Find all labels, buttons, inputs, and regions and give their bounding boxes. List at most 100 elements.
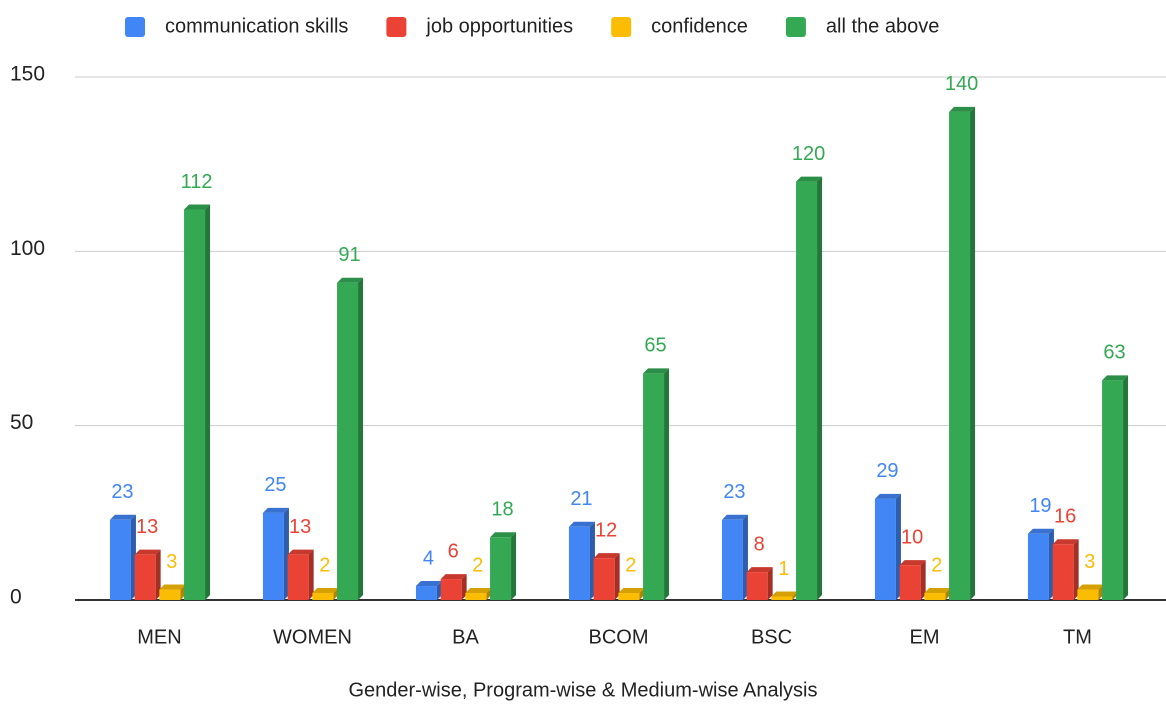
bar-top bbox=[312, 588, 339, 594]
data-label: 2 bbox=[319, 554, 330, 576]
bar-front bbox=[465, 593, 487, 600]
bar bbox=[337, 277, 364, 600]
bar-front bbox=[184, 209, 206, 600]
bar-front bbox=[796, 181, 818, 600]
bar bbox=[568, 521, 595, 600]
bar bbox=[1052, 539, 1079, 600]
data-label: 23 bbox=[111, 481, 133, 503]
x-tick-label: BA bbox=[452, 626, 479, 648]
bar-side bbox=[614, 553, 620, 600]
bar-top bbox=[287, 549, 314, 555]
bar-front bbox=[415, 586, 437, 600]
bar-top bbox=[771, 591, 798, 597]
bar bbox=[465, 588, 492, 600]
bar-top bbox=[465, 588, 492, 594]
data-label: 1 bbox=[778, 558, 789, 580]
data-label: 25 bbox=[264, 474, 286, 496]
bar-top bbox=[924, 588, 951, 594]
bar bbox=[618, 588, 645, 600]
data-label: 2 bbox=[625, 554, 636, 576]
bar bbox=[1027, 528, 1054, 600]
bar bbox=[1077, 584, 1104, 600]
bar bbox=[1102, 375, 1129, 600]
x-tick-label: WOMEN bbox=[273, 626, 352, 648]
bar-top bbox=[1077, 584, 1104, 590]
data-label: 6 bbox=[448, 540, 459, 562]
bar bbox=[490, 532, 517, 600]
bar-front bbox=[1102, 380, 1124, 600]
bar-top bbox=[568, 521, 595, 527]
legend-label: confidence bbox=[651, 15, 748, 37]
bar-top bbox=[746, 567, 773, 573]
bar-top bbox=[593, 553, 620, 559]
bar-front bbox=[440, 579, 462, 600]
bar-front bbox=[109, 519, 131, 600]
data-label: 2 bbox=[472, 554, 483, 576]
data-label: 29 bbox=[876, 460, 898, 482]
x-tick-label: TM bbox=[1063, 626, 1092, 648]
bar-top bbox=[337, 277, 364, 283]
bar-side bbox=[1123, 375, 1129, 600]
bar-top bbox=[1027, 528, 1054, 534]
data-label: 18 bbox=[491, 499, 513, 521]
legend-label: job opportunities bbox=[425, 15, 573, 37]
data-label: 13 bbox=[136, 516, 158, 538]
bar-front bbox=[312, 593, 334, 600]
bar-front bbox=[593, 558, 615, 600]
data-label: 4 bbox=[423, 547, 434, 569]
bar-side bbox=[920, 560, 926, 600]
bar-front bbox=[949, 111, 971, 600]
data-label: 10 bbox=[901, 526, 923, 548]
bar bbox=[109, 514, 136, 600]
bar bbox=[287, 549, 314, 600]
bar-front bbox=[134, 554, 156, 600]
bar bbox=[874, 493, 901, 600]
x-tick-label: BSC bbox=[751, 626, 792, 648]
y-tick-label: 100 bbox=[10, 237, 45, 260]
bar bbox=[746, 567, 773, 600]
bar-side bbox=[205, 204, 211, 600]
bar bbox=[949, 106, 976, 600]
bar-front bbox=[771, 596, 793, 600]
x-tick-label: BCOM bbox=[589, 626, 649, 648]
data-label: 112 bbox=[181, 171, 213, 193]
data-label: 13 bbox=[289, 516, 311, 538]
bar bbox=[159, 584, 186, 600]
bar-front bbox=[262, 512, 284, 600]
bar-top bbox=[643, 368, 670, 374]
bar-top bbox=[1052, 539, 1079, 545]
bar-top bbox=[415, 581, 442, 587]
bar-front bbox=[874, 498, 896, 600]
bar bbox=[415, 581, 442, 600]
bar bbox=[184, 204, 211, 600]
bar-side bbox=[664, 368, 670, 600]
legend-swatch bbox=[386, 17, 407, 37]
bar bbox=[899, 560, 926, 600]
data-label: 8 bbox=[754, 533, 765, 555]
bar-front bbox=[1027, 533, 1049, 600]
bar-front bbox=[618, 593, 640, 600]
bar bbox=[796, 176, 823, 600]
data-label: 3 bbox=[166, 551, 177, 573]
bar-front bbox=[721, 519, 743, 600]
bar-top bbox=[899, 560, 926, 566]
bar bbox=[771, 591, 798, 600]
bar-front bbox=[490, 537, 512, 600]
data-label: 91 bbox=[338, 244, 360, 266]
bar bbox=[643, 368, 670, 600]
bar-side bbox=[1073, 539, 1079, 600]
bar-top bbox=[721, 514, 748, 520]
bar-front bbox=[1052, 544, 1074, 600]
bar-front bbox=[643, 373, 665, 600]
data-label: 2 bbox=[931, 554, 942, 576]
bar-top bbox=[1102, 375, 1129, 381]
bar-top bbox=[949, 106, 976, 112]
bar-front bbox=[337, 282, 359, 600]
data-label: 16 bbox=[1054, 505, 1076, 527]
bar-top bbox=[796, 176, 823, 182]
data-label: 21 bbox=[570, 488, 592, 510]
x-tick-label: EM bbox=[910, 626, 940, 648]
x-tick-label: MEN bbox=[137, 626, 181, 648]
bar-front bbox=[1077, 589, 1099, 600]
